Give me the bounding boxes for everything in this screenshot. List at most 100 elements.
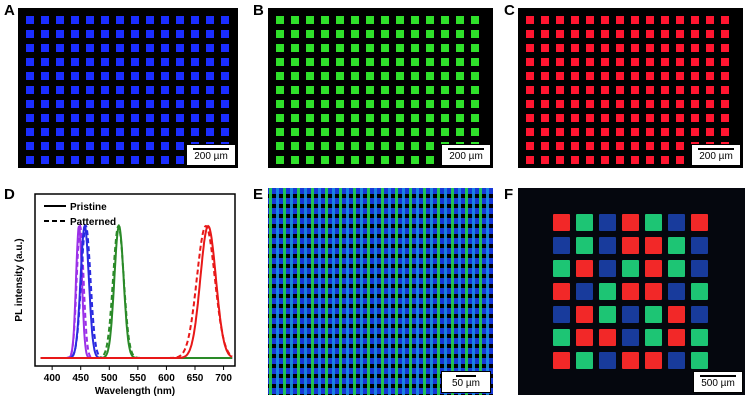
pixel-square — [101, 16, 109, 24]
pixel-square — [206, 44, 214, 52]
pixel-square — [306, 44, 314, 52]
pixel-square — [441, 44, 449, 52]
pixel-square — [396, 128, 404, 136]
pixel-blue — [599, 260, 616, 277]
pixel-red — [576, 329, 593, 346]
pixel-square — [276, 142, 284, 150]
pixel-square — [276, 128, 284, 136]
column-stripe — [472, 188, 475, 395]
column-stripe — [444, 188, 447, 395]
pixel-square — [616, 72, 624, 80]
pixel-red — [576, 260, 593, 277]
pixel-square — [276, 44, 284, 52]
panel-b-green-micrograph: 200 µm — [268, 8, 493, 168]
pixel-square — [706, 128, 714, 136]
pixel-square — [381, 86, 389, 94]
pixel-square — [586, 16, 594, 24]
blue-row-stripe — [268, 278, 493, 284]
pixel-square — [291, 128, 299, 136]
pixel-square — [631, 142, 639, 150]
pixel-square — [206, 128, 214, 136]
pixel-square — [146, 142, 154, 150]
pixel-square — [411, 16, 419, 24]
pixel-square — [291, 58, 299, 66]
pixel-square — [541, 44, 549, 52]
pixel-square — [441, 100, 449, 108]
pixel-square — [276, 100, 284, 108]
pixel-square — [291, 30, 299, 38]
pixel-square — [41, 86, 49, 94]
pixel-square — [646, 142, 654, 150]
pixel-square — [601, 114, 609, 122]
pixel-square — [661, 100, 669, 108]
column-stripe — [486, 188, 489, 395]
pixel-square — [351, 58, 359, 66]
pixel-square — [366, 114, 374, 122]
pixel-square — [86, 114, 94, 122]
pixel-square — [131, 44, 139, 52]
pixel-square — [306, 114, 314, 122]
pixel-green — [599, 306, 616, 323]
blue-row-stripe — [268, 268, 493, 274]
scale-bar-f: 500 µm — [693, 371, 743, 393]
pixel-blue — [622, 306, 639, 323]
pixel-square — [146, 16, 154, 24]
pixel-square — [616, 100, 624, 108]
pixel-square — [601, 142, 609, 150]
pixel-square — [661, 142, 669, 150]
pixel-square — [721, 30, 729, 38]
pixel-square — [721, 100, 729, 108]
pixel-square — [366, 86, 374, 94]
pixel-square — [631, 114, 639, 122]
pixel-square — [541, 72, 549, 80]
pixel-square — [426, 72, 434, 80]
rgb-pixel-array — [553, 214, 708, 369]
pixel-square — [586, 86, 594, 94]
pixel-square — [56, 30, 64, 38]
column-stripe — [409, 188, 412, 395]
pixel-square — [526, 44, 534, 52]
pixel-square — [206, 100, 214, 108]
pixel-square — [676, 58, 684, 66]
pixel-square — [526, 30, 534, 38]
panel-e-rgb-stripes: 50 µm — [268, 188, 493, 395]
pixel-square — [646, 114, 654, 122]
pixel-green — [668, 260, 685, 277]
pixel-square — [441, 16, 449, 24]
pixel-green — [691, 352, 708, 369]
pixel-square — [351, 114, 359, 122]
pixel-square — [221, 72, 229, 80]
blue-row-stripe — [268, 228, 493, 234]
pixel-square — [131, 128, 139, 136]
pixel-square — [26, 44, 34, 52]
pixel-blue — [691, 260, 708, 277]
pixel-square — [676, 128, 684, 136]
pixel-square — [306, 156, 314, 164]
pixel-square — [71, 142, 79, 150]
pixel-square — [71, 86, 79, 94]
pixel-square — [86, 86, 94, 94]
blue-row-stripe — [268, 328, 493, 334]
pixel-square — [691, 128, 699, 136]
pixel-square — [661, 72, 669, 80]
pixel-square — [101, 100, 109, 108]
pixel-square — [691, 72, 699, 80]
pl-spectra-chart: 400 450 500 550 600 650 700 Pristine Patterned… — [14, 193, 236, 397]
pixel-square — [646, 156, 654, 164]
pixel-square — [721, 86, 729, 94]
pixel-square — [131, 30, 139, 38]
pixel-square — [161, 142, 169, 150]
pixel-square — [191, 72, 199, 80]
pixel-square — [26, 86, 34, 94]
pixel-square — [396, 16, 404, 24]
pixel-square — [321, 100, 329, 108]
pixel-square — [646, 86, 654, 94]
pixel-square — [206, 86, 214, 94]
pixel-square — [146, 86, 154, 94]
pixel-green — [599, 283, 616, 300]
column-stripe — [304, 188, 307, 395]
pixel-square — [706, 72, 714, 80]
pixel-square — [456, 86, 464, 94]
pixel-square — [306, 72, 314, 80]
pixel-square — [661, 156, 669, 164]
